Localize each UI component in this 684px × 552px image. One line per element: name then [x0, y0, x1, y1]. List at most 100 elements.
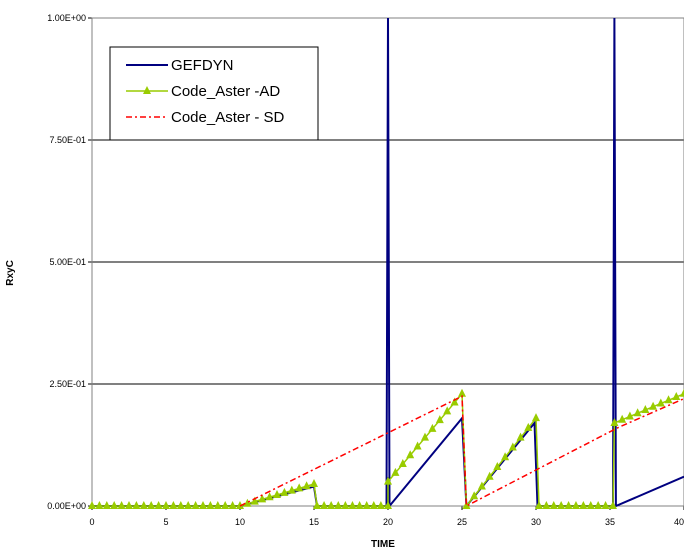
triangle-marker	[586, 501, 595, 509]
x-tick-label: 40	[674, 517, 684, 527]
triangle-marker	[485, 471, 494, 480]
triangle-marker	[184, 501, 193, 509]
legend-label-2: Code_Aster -AD	[171, 83, 280, 100]
triangle-marker	[355, 501, 364, 509]
y-tick-label: 0.00E+00	[47, 501, 86, 511]
triangle-marker	[656, 398, 665, 407]
triangle-marker	[470, 491, 479, 500]
triangle-marker	[601, 501, 610, 509]
triangle-marker	[312, 501, 321, 509]
triangle-marker	[132, 501, 141, 509]
triangle-marker	[213, 501, 222, 509]
triangle-marker	[348, 501, 357, 509]
triangle-marker	[413, 441, 422, 450]
triangle-marker	[664, 395, 673, 404]
x-axis-title: TIME	[371, 539, 395, 550]
triangle-marker	[117, 501, 126, 509]
triangle-marker	[579, 501, 588, 509]
x-tick-label: 35	[605, 517, 615, 527]
triangle-marker	[243, 498, 252, 507]
triangle-marker	[310, 479, 318, 488]
triangle-marker	[199, 501, 207, 509]
triangle-marker	[508, 442, 517, 451]
triangle-marker	[462, 501, 471, 509]
triangle-marker	[362, 501, 371, 509]
triangle-marker	[287, 485, 296, 494]
y-axis-title: RxyC	[5, 260, 16, 286]
triangle-marker	[493, 461, 502, 470]
triangle-marker	[501, 452, 510, 461]
triangle-marker	[102, 501, 111, 509]
triangle-marker	[428, 423, 437, 432]
triangle-marker	[376, 501, 385, 509]
triangle-marker	[302, 481, 311, 490]
triangle-marker	[672, 392, 681, 401]
triangle-marker	[564, 501, 573, 509]
triangle-marker	[125, 501, 133, 509]
series-line-3	[239, 395, 684, 508]
triangle-marker	[110, 501, 119, 509]
series-group	[88, 17, 684, 509]
triangle-marker	[625, 411, 634, 420]
triangle-marker	[594, 501, 603, 509]
triangle-marker	[421, 432, 429, 441]
triangle-marker	[176, 501, 185, 509]
x-tick-label: 15	[309, 517, 319, 527]
triangle-marker	[139, 501, 148, 509]
triangle-marker	[236, 501, 244, 509]
triangle-marker	[384, 476, 392, 485]
triangle-marker	[680, 388, 684, 397]
x-tick-label: 30	[531, 517, 541, 527]
triangle-marker	[398, 459, 407, 468]
triangle-marker	[458, 388, 466, 397]
y-tick-labels: 0.00E+00 2.50E-01 5.00E-01 7.50E-01 1.00E+00	[47, 13, 86, 511]
triangle-marker	[435, 415, 444, 424]
triangle-marker	[557, 501, 566, 509]
y-tick-label: 5.00E-01	[49, 257, 86, 267]
series-markers-2	[88, 388, 684, 509]
triangle-marker	[258, 494, 267, 503]
y-tick-label: 1.00E+00	[47, 13, 86, 23]
legend-marker	[143, 86, 151, 94]
triangle-marker	[334, 501, 343, 509]
triangle-marker	[608, 501, 617, 509]
triangle-marker	[206, 501, 215, 509]
triangle-marker	[320, 501, 329, 509]
triangle-marker	[295, 483, 304, 492]
triangle-marker	[88, 501, 96, 509]
triangle-marker	[191, 501, 200, 509]
triangle-marker	[649, 401, 658, 410]
triangle-marker	[516, 432, 525, 441]
triangle-marker	[169, 501, 178, 509]
triangle-marker	[273, 490, 281, 499]
triangle-marker	[549, 501, 558, 509]
triangle-marker	[477, 481, 486, 490]
series-line-2	[92, 391, 684, 509]
x-tick-label: 5	[163, 517, 168, 527]
triangle-marker	[524, 422, 533, 431]
triangle-marker	[633, 408, 642, 417]
y-tick-label: 2.50E-01	[49, 379, 86, 389]
triangle-marker	[391, 467, 400, 476]
triangle-marker	[95, 501, 104, 509]
triangle-marker	[610, 418, 619, 427]
triangle-marker	[443, 406, 452, 415]
legend: GEFDYN Code_Aster -AD Code_Aster - SD	[109, 46, 319, 141]
triangle-marker	[147, 501, 156, 509]
legend-label-3: Code_Aster - SD	[171, 109, 285, 126]
triangle-marker	[542, 501, 551, 509]
y-tick-label: 7.50E-01	[49, 135, 86, 145]
x-tick-label: 10	[235, 517, 245, 527]
triangle-marker	[221, 501, 230, 509]
triangle-marker	[327, 501, 336, 509]
triangle-marker	[280, 487, 289, 496]
x-tick-label: 25	[457, 517, 467, 527]
triangle-marker	[406, 450, 415, 459]
triangle-marker	[641, 405, 650, 414]
triangle-marker	[228, 501, 237, 509]
triangle-marker	[618, 414, 627, 423]
triangle-marker	[532, 413, 540, 422]
triangle-marker	[369, 501, 378, 509]
legend-label-1: GEFDYN	[171, 57, 234, 74]
